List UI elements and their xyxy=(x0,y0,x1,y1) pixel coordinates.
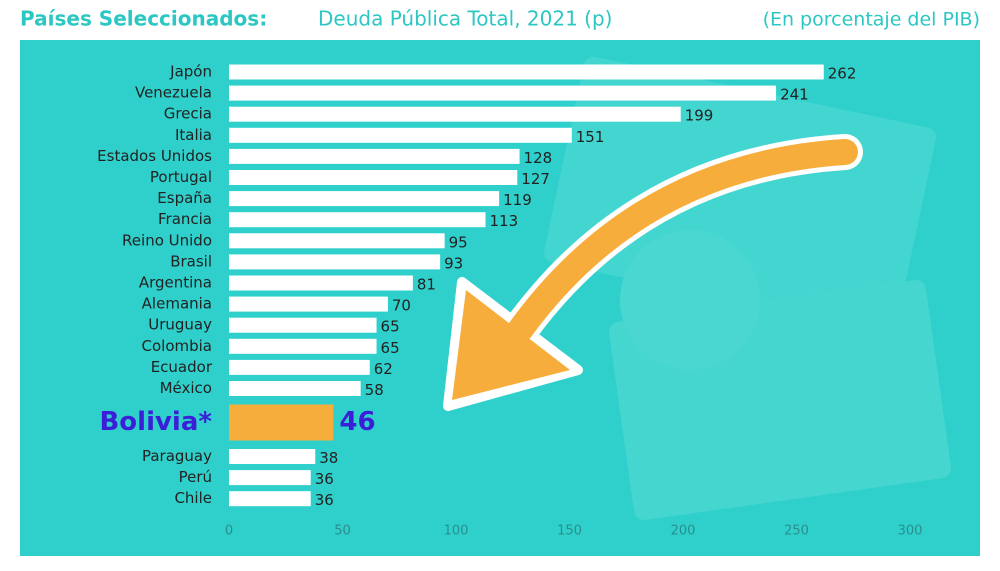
arrow xyxy=(443,134,863,411)
bar xyxy=(229,491,311,507)
value-label: 65 xyxy=(381,339,400,357)
value-label: 38 xyxy=(319,449,338,467)
bar xyxy=(229,317,377,333)
value-label: 62 xyxy=(374,360,393,378)
panel xyxy=(20,40,980,556)
bar xyxy=(229,85,777,101)
value-label: 113 xyxy=(490,212,519,230)
category-label: Francia xyxy=(158,210,212,228)
bar xyxy=(229,381,361,396)
background-decor xyxy=(543,56,952,521)
bar xyxy=(229,338,377,354)
category-label: Grecia xyxy=(164,105,212,123)
bar xyxy=(229,170,518,185)
category-label: Colombia xyxy=(142,337,213,355)
category-label: Alemania xyxy=(142,295,212,313)
bar xyxy=(229,296,388,312)
value-label: 70 xyxy=(392,297,411,315)
category-label: Brasil xyxy=(170,252,212,270)
value-label: 262 xyxy=(828,65,857,83)
value-label: 36 xyxy=(315,470,334,488)
x-tick-label: 50 xyxy=(334,524,351,539)
value-label: 46 xyxy=(339,407,375,437)
x-tick-label: 200 xyxy=(671,524,696,539)
bar xyxy=(229,275,413,291)
bar xyxy=(229,449,316,464)
category-label: España xyxy=(157,189,212,207)
bar xyxy=(229,470,311,486)
bar xyxy=(229,404,334,441)
bar xyxy=(229,359,370,375)
category-label: Bolivia* xyxy=(99,407,212,437)
value-label: 151 xyxy=(576,128,605,146)
bar xyxy=(229,212,486,228)
bar xyxy=(229,233,445,249)
value-label: 128 xyxy=(524,149,553,167)
category-label: Estados Unidos xyxy=(97,147,212,165)
x-tick-label: 0 xyxy=(225,524,233,539)
x-tick-label: 100 xyxy=(444,524,469,539)
category-label: Japón xyxy=(169,63,212,81)
value-label: 36 xyxy=(315,491,334,509)
bar xyxy=(229,64,824,80)
category-label: Italia xyxy=(175,126,212,144)
chart-subtitle: Deuda Pública Total, 2021 (p) xyxy=(318,7,612,31)
category-label: Perú xyxy=(179,468,212,486)
category-label: Reino Unido xyxy=(122,231,212,249)
value-label: 241 xyxy=(780,86,809,104)
category-label: Argentina xyxy=(139,274,212,292)
value-label: 199 xyxy=(685,107,714,125)
bar xyxy=(229,254,441,270)
value-label: 127 xyxy=(521,170,550,188)
category-label: Paraguay xyxy=(142,447,212,465)
chart-note: (En porcentaje del PIB) xyxy=(763,9,980,31)
category-label: Uruguay xyxy=(148,316,212,334)
category-label: Portugal xyxy=(150,168,212,186)
category-label: México xyxy=(160,379,212,397)
value-label: 58 xyxy=(365,381,384,399)
bar xyxy=(229,127,572,143)
value-label: 95 xyxy=(449,233,468,251)
bar xyxy=(229,191,500,207)
chart-title: Países Seleccionados: xyxy=(20,7,267,31)
category-label: Chile xyxy=(174,489,212,507)
x-tick-label: 250 xyxy=(784,524,809,539)
category-label: Ecuador xyxy=(151,358,213,376)
bar xyxy=(229,148,520,164)
bar xyxy=(229,106,681,122)
x-tick-label: 300 xyxy=(898,524,923,539)
x-tick-label: 150 xyxy=(557,524,582,539)
value-label: 81 xyxy=(417,276,436,294)
value-label: 119 xyxy=(503,191,532,209)
value-label: 93 xyxy=(444,254,463,272)
value-label: 65 xyxy=(381,318,400,336)
category-label: Venezuela xyxy=(135,84,212,102)
